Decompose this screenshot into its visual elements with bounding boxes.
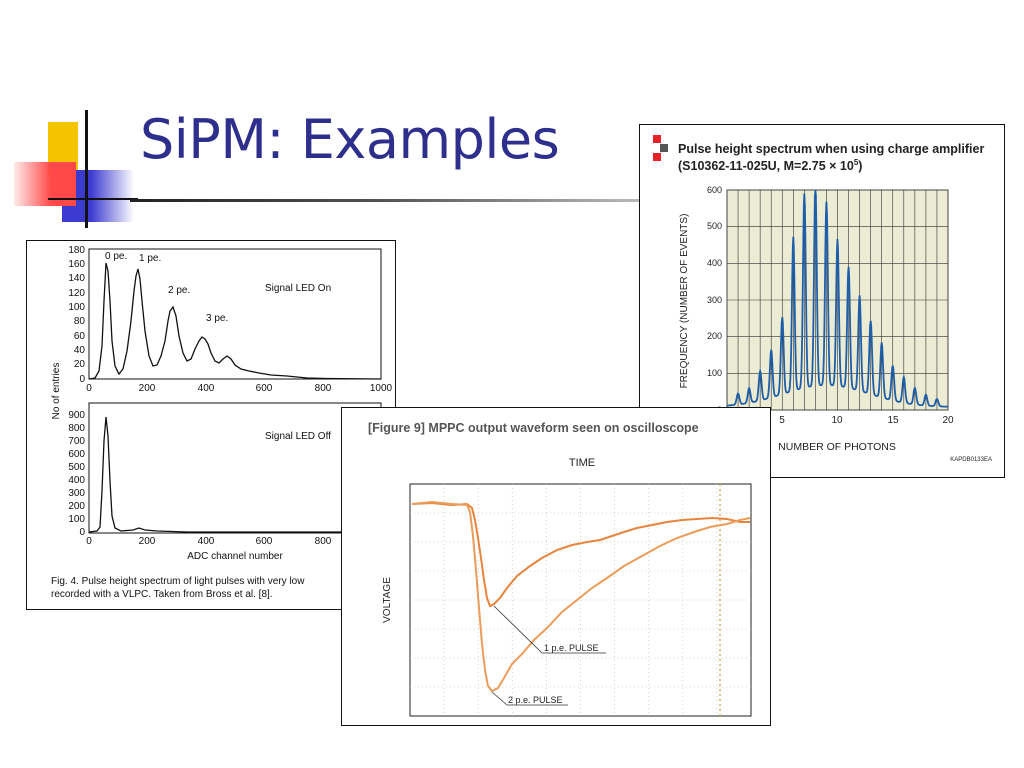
front-figure-svg: [Figure 9] MPPC output waveform seen on … bbox=[368, 421, 752, 717]
right-title-line-1: Pulse height spectrum when using charge … bbox=[678, 142, 984, 156]
time-label: TIME bbox=[569, 457, 595, 469]
top-y-tick: 40 bbox=[74, 345, 86, 356]
red-marker-icon bbox=[653, 135, 661, 143]
gray-marker-icon bbox=[660, 144, 668, 152]
top-y-tick: 0 bbox=[79, 374, 85, 385]
left-ylabel: No of entries bbox=[51, 363, 62, 420]
caption-line-2: recorded with a VLPC. Taken from Bross e… bbox=[51, 589, 273, 600]
right-y-tick: 300 bbox=[707, 295, 722, 305]
top-annotation: Signal LED On bbox=[265, 283, 331, 294]
peak-label-2: 2 pe. bbox=[168, 285, 190, 296]
bottom-x-tick: 0 bbox=[86, 536, 92, 547]
right-title-sup: 5 bbox=[854, 158, 859, 167]
right-title-line-2: (S10362-11-025U, M=2.75 × 105) bbox=[678, 158, 862, 173]
slide-title: SiPM: Examples bbox=[140, 108, 560, 171]
red-marker-icon-2 bbox=[653, 153, 661, 161]
right-grid bbox=[727, 190, 948, 410]
bottom-y-tick: 900 bbox=[68, 410, 85, 421]
bottom-y-tick: 0 bbox=[79, 527, 85, 538]
front-figure-panel: [Figure 9] MPPC output waveform seen on … bbox=[341, 407, 771, 726]
title-underline bbox=[130, 199, 642, 202]
right-title-end: ) bbox=[858, 159, 862, 173]
left-figure-panel: 180 160 140 120 100 80 60 40 20 0 0 200 … bbox=[26, 240, 396, 610]
top-x-ticks: 0 200 400 600 800 1000 bbox=[86, 383, 392, 394]
top-y-tick: 120 bbox=[68, 288, 85, 299]
bottom-x-tick: 800 bbox=[315, 536, 332, 547]
front-title: [Figure 9] MPPC output waveform seen on … bbox=[368, 421, 699, 435]
corner-decoration bbox=[0, 100, 140, 230]
top-plot-frame bbox=[88, 248, 382, 380]
pulse-2pe-label: 2 p.e. PULSE bbox=[508, 695, 563, 705]
right-spectrum-curve bbox=[726, 189, 948, 408]
right-y-ticks: 600 500 400 300 200 100 0 bbox=[707, 185, 722, 415]
right-x-tick: 20 bbox=[942, 415, 954, 426]
bottom-spectrum-curve bbox=[88, 416, 381, 533]
top-x-tick: 1000 bbox=[370, 383, 393, 394]
pulse-2pe-leader bbox=[491, 691, 508, 706]
bottom-y-tick: 300 bbox=[68, 488, 85, 499]
top-x-tick: 0 bbox=[86, 383, 92, 394]
voltage-label: VOLTAGE bbox=[382, 577, 393, 623]
bottom-x-tick: 200 bbox=[139, 536, 156, 547]
right-xlabel: NUMBER OF PHOTONS bbox=[778, 441, 896, 453]
left-figure-svg: 180 160 140 120 100 80 60 40 20 0 0 200 … bbox=[51, 245, 393, 600]
right-title-main: (S10362-11-025U, M=2.75 × 10 bbox=[678, 159, 854, 173]
top-y-tick: 180 bbox=[68, 245, 85, 256]
right-code: KAPDB0133EA bbox=[950, 457, 992, 463]
bottom-y-tick: 100 bbox=[68, 514, 85, 525]
peak-label-0: 0 pe. bbox=[105, 251, 127, 262]
right-x-tick: 15 bbox=[887, 415, 899, 426]
top-y-tick: 140 bbox=[68, 273, 85, 284]
top-x-tick: 600 bbox=[256, 383, 273, 394]
caption-line-1: Fig. 4. Pulse height spectrum of light p… bbox=[51, 576, 305, 587]
bottom-y-tick: 800 bbox=[68, 423, 85, 434]
top-spectrum-curve bbox=[88, 262, 382, 380]
right-y-tick: 400 bbox=[707, 258, 722, 268]
right-ylabel: FREQUENCY (NUMBER OF EVENTS) bbox=[679, 214, 690, 389]
bottom-xlabel: ADC channel number bbox=[187, 551, 283, 562]
right-x-ticks: 5 10 15 20 bbox=[779, 415, 954, 426]
pulse-1pe-label: 1 p.e. PULSE bbox=[544, 643, 599, 653]
right-y-tick: 200 bbox=[707, 331, 722, 341]
bottom-x-tick: 400 bbox=[198, 536, 215, 547]
bottom-plot-frame bbox=[88, 402, 382, 534]
bottom-y-tick: 200 bbox=[68, 501, 85, 512]
right-y-tick: 100 bbox=[707, 368, 722, 378]
peak-label-3: 3 pe. bbox=[206, 313, 228, 324]
bottom-y-tick: 500 bbox=[68, 462, 85, 473]
pulse-1pe-waveform bbox=[411, 501, 750, 608]
bottom-y-ticks: 900 800 700 600 500 400 300 200 100 0 bbox=[68, 410, 85, 538]
bottom-x-ticks: 0 200 400 600 800 bbox=[86, 536, 332, 547]
right-y-tick: 500 bbox=[707, 221, 722, 231]
right-x-tick: 5 bbox=[779, 415, 785, 426]
top-x-tick: 800 bbox=[315, 383, 332, 394]
right-figure-svg: Pulse height spectrum when using charge … bbox=[653, 135, 992, 463]
top-y-tick: 60 bbox=[74, 331, 86, 342]
top-y-ticks: 180 160 140 120 100 80 60 40 20 0 bbox=[68, 245, 85, 385]
pulse-2pe-waveform bbox=[411, 500, 751, 693]
top-y-tick: 100 bbox=[68, 302, 85, 313]
bottom-y-tick: 600 bbox=[68, 449, 85, 460]
top-y-tick: 160 bbox=[68, 259, 85, 270]
pulse-1pe-leader bbox=[493, 605, 543, 654]
bottom-y-tick: 400 bbox=[68, 475, 85, 486]
peak-label-1: 1 pe. bbox=[139, 253, 161, 264]
bottom-x-tick: 600 bbox=[256, 536, 273, 547]
right-y-tick: 600 bbox=[707, 185, 722, 195]
top-y-tick: 20 bbox=[74, 359, 86, 370]
top-x-tick: 400 bbox=[198, 383, 215, 394]
right-x-tick: 10 bbox=[831, 415, 843, 426]
top-x-tick: 200 bbox=[139, 383, 156, 394]
top-y-tick: 80 bbox=[74, 316, 86, 327]
bottom-annotation: Signal LED Off bbox=[265, 431, 331, 442]
peak-labels: 0 pe. 1 pe. 2 pe. 3 pe. bbox=[105, 251, 228, 324]
bottom-y-tick: 700 bbox=[68, 436, 85, 447]
